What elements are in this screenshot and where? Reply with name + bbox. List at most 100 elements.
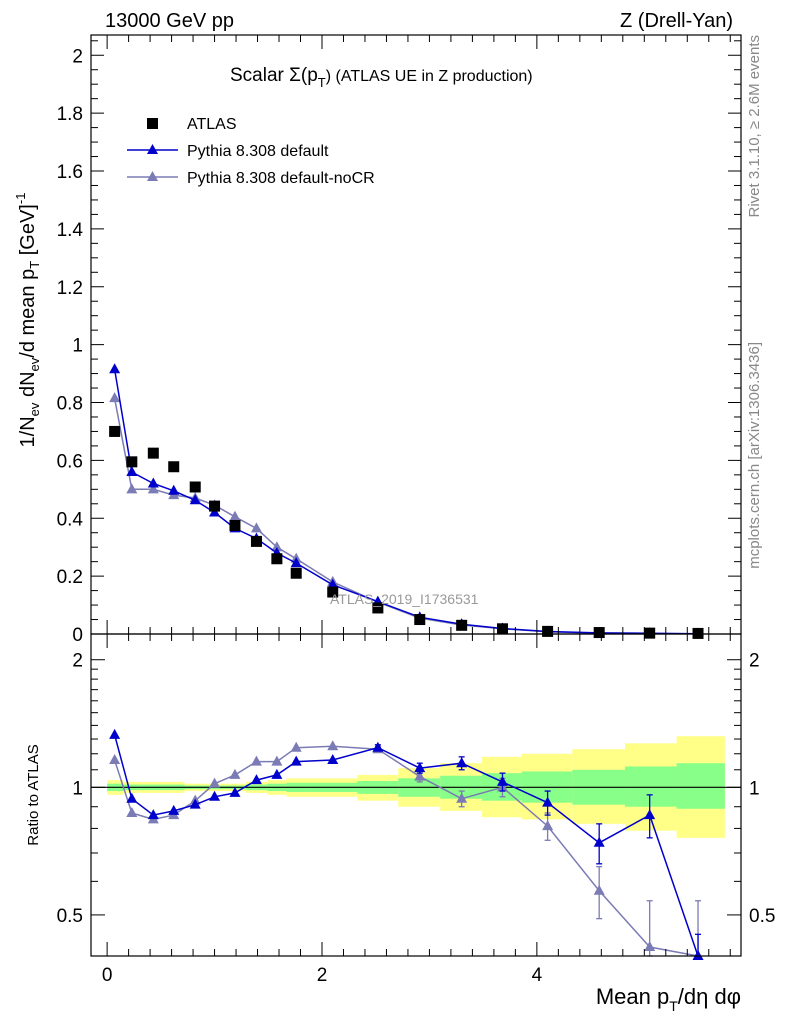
default-point bbox=[290, 557, 302, 568]
main-ytick-label: 0.6 bbox=[57, 451, 83, 472]
default-ratio-point bbox=[414, 762, 426, 773]
nocr-ratio-point bbox=[229, 768, 241, 779]
atlas-point bbox=[290, 567, 302, 579]
rivet-label: Rivet 3.1.10, ≥ 2.6M events bbox=[746, 35, 763, 218]
legend-label-default: Pythia 8.308 default bbox=[187, 143, 329, 160]
ratio-band-green bbox=[676, 763, 725, 809]
default-ratio-point bbox=[250, 774, 262, 785]
main-title-suffix: ) (ATLAS UE in Z production) bbox=[326, 68, 533, 85]
main-title-prefix: Scalar Σ(p bbox=[230, 65, 318, 86]
main-ytick-label: 1.8 bbox=[57, 104, 83, 125]
default-point bbox=[126, 465, 138, 476]
nocr-ratio-point bbox=[456, 792, 468, 803]
main-ytick-label: 1.2 bbox=[57, 278, 83, 299]
default-ratio-point bbox=[644, 809, 656, 820]
ratio-ylabel: Ratio to ATLAS bbox=[25, 744, 42, 845]
nocr-ratio-point bbox=[414, 770, 426, 781]
default-ratio-point bbox=[209, 790, 221, 801]
atlas-point bbox=[126, 456, 138, 468]
atlas-point bbox=[168, 461, 180, 473]
main-ytick-label: 1.4 bbox=[57, 220, 84, 241]
ratio-panel-axes: 0.5 0.5 1 1 2 2 0 2 4 bbox=[57, 634, 775, 986]
nocr-point bbox=[250, 522, 262, 533]
default-point bbox=[109, 363, 121, 374]
nocr-ratio-point bbox=[271, 755, 283, 766]
nocr-ratio-point bbox=[542, 820, 554, 831]
default-ratio-point bbox=[290, 755, 302, 766]
atlas-point bbox=[109, 425, 121, 437]
default-ratio-point bbox=[168, 804, 180, 815]
header-process: Z (Drell-Yan) bbox=[620, 10, 733, 32]
ratio-uncertainty-bands bbox=[91, 736, 741, 838]
ratio-band-green bbox=[624, 766, 677, 807]
nocr-ratio-point bbox=[593, 884, 605, 895]
ratio-ytick-label-right: 2 bbox=[749, 651, 760, 672]
nocr-point bbox=[126, 483, 138, 494]
atlas-point bbox=[189, 481, 201, 493]
default-point bbox=[327, 578, 339, 589]
default-ratio-point bbox=[692, 950, 704, 960]
xtick-label: 4 bbox=[532, 965, 543, 986]
ratio-ytick-label-right: 0.5 bbox=[749, 906, 775, 927]
atlas-point bbox=[542, 625, 554, 637]
legend-label-nocr: Pythia 8.308 default-noCR bbox=[187, 170, 375, 187]
nocr-ratio-point bbox=[290, 741, 302, 752]
atlas-point bbox=[456, 619, 468, 631]
default-point bbox=[147, 477, 159, 488]
default-ratio-point bbox=[126, 792, 138, 803]
default-ratio-point bbox=[542, 796, 554, 807]
legend-marker-default bbox=[147, 144, 158, 154]
nocr-point bbox=[109, 392, 121, 403]
default-ratio-point bbox=[147, 809, 159, 820]
atlas-point bbox=[372, 602, 384, 614]
default-ratio-point bbox=[456, 757, 468, 768]
atlas-point bbox=[593, 627, 605, 639]
mcplots-label: mcplots.cern.ch [arXiv:1306.3436] bbox=[746, 342, 763, 569]
xtick-label: 0 bbox=[102, 965, 113, 986]
xlabel: Mean pT/dη dφ bbox=[596, 984, 741, 1014]
atlas-point bbox=[496, 623, 508, 635]
main-panel-axes: 0 0.2 0.4 0.6 0.8 1 1.2 1.4 1.6 1.8 2 bbox=[57, 35, 741, 646]
ratio-ytick-label: 0.5 bbox=[57, 906, 83, 927]
atlas-point bbox=[229, 519, 241, 531]
atlas-point bbox=[271, 553, 283, 565]
main-title: Scalar Σ(pT) (ATLAS UE in Z production) bbox=[230, 65, 533, 90]
ratio-panel-marks bbox=[109, 728, 704, 960]
nocr-ratio-point bbox=[209, 777, 221, 788]
nocr-point bbox=[229, 510, 241, 521]
main-ytick-label: 0.8 bbox=[57, 394, 83, 415]
nocr-point bbox=[147, 483, 159, 494]
atlas-point bbox=[327, 586, 339, 598]
nocr-ratio-point bbox=[250, 755, 262, 766]
analysis-watermark: ATLAS_2019_I1736531 bbox=[330, 591, 479, 607]
legend-marker-nocr bbox=[147, 171, 158, 181]
nocr-ratio-point bbox=[644, 941, 656, 952]
nocr-ratio-point bbox=[327, 740, 339, 751]
default-ratio-point bbox=[229, 786, 241, 797]
main-ytick-label: 1 bbox=[72, 336, 83, 357]
main-title-sub: T bbox=[318, 75, 326, 90]
atlas-point bbox=[209, 500, 221, 512]
main-ytick-label: 0 bbox=[72, 625, 83, 646]
atlas-point bbox=[644, 627, 656, 639]
xtick-label: 2 bbox=[317, 965, 328, 986]
default-ratio-point bbox=[496, 775, 508, 786]
atlas-point bbox=[147, 447, 159, 459]
ratio-panel-frame bbox=[90, 633, 742, 957]
main-ytick-label: 0.4 bbox=[57, 509, 84, 530]
atlas-point bbox=[414, 614, 426, 626]
main-ytick-label: 1.6 bbox=[57, 162, 83, 183]
ratio-ytick-label-right: 1 bbox=[749, 778, 760, 799]
default-ratio-point bbox=[189, 798, 201, 809]
default-point bbox=[189, 494, 201, 505]
nocr-ratio-point bbox=[109, 754, 121, 765]
atlas-point bbox=[250, 535, 262, 547]
ratio-ytick-label: 1 bbox=[72, 778, 83, 799]
default-ratio-point bbox=[271, 768, 283, 779]
nocr-point bbox=[271, 541, 283, 552]
legend-label-atlas: ATLAS bbox=[187, 116, 237, 133]
main-ytick-label: 0.2 bbox=[57, 567, 83, 588]
default-ratio-point bbox=[593, 836, 605, 847]
main-ytick-label: 2 bbox=[72, 46, 83, 67]
